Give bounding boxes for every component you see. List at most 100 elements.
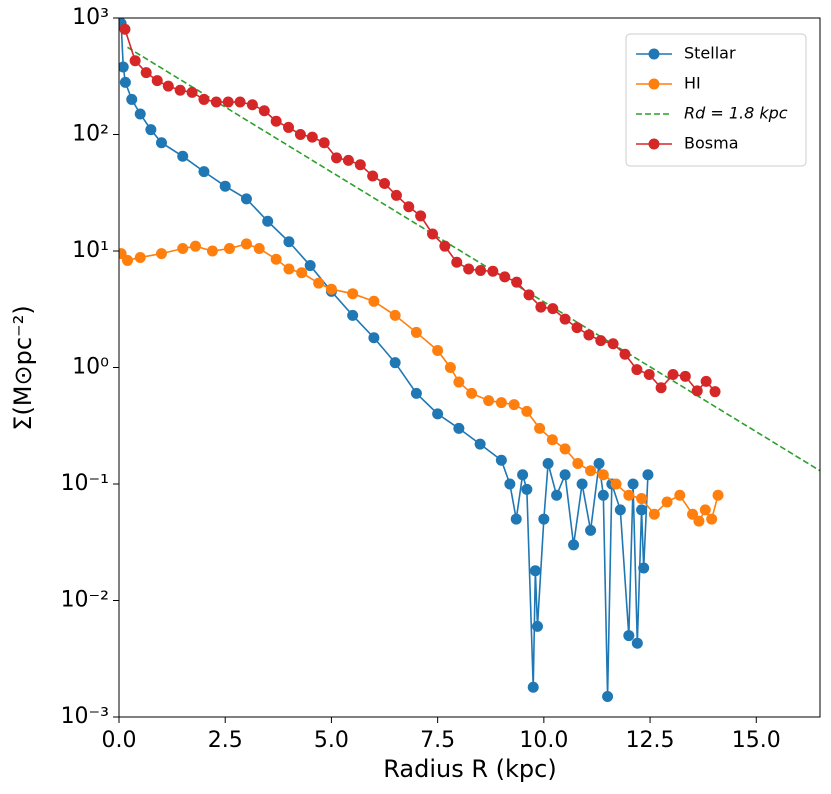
x-tick-label: 0.0 <box>102 728 137 753</box>
data-point <box>529 565 541 577</box>
data-point <box>368 332 380 344</box>
data-point <box>189 240 201 252</box>
data-point <box>508 399 520 411</box>
data-point <box>636 493 648 505</box>
data-point <box>623 630 635 642</box>
data-point <box>667 369 679 381</box>
data-point <box>610 478 622 490</box>
x-tick-label: 10.0 <box>519 728 568 753</box>
plot-frame <box>118 17 821 718</box>
data-point <box>126 93 138 105</box>
data-point <box>636 504 648 516</box>
legend-label: HI <box>684 74 701 93</box>
data-point <box>559 443 571 455</box>
data-point <box>583 329 595 341</box>
data-point <box>499 271 511 283</box>
data-point <box>294 129 306 140</box>
x-axis-label: Radius R (kpc) <box>383 755 556 783</box>
data-point <box>206 245 218 257</box>
data-point <box>627 478 639 490</box>
data-point <box>347 309 359 321</box>
data-point <box>177 150 189 162</box>
data-point <box>410 387 422 399</box>
data-point <box>691 385 703 397</box>
x-tick-label: 15.0 <box>732 728 781 753</box>
data-point <box>119 61 129 73</box>
data-point <box>304 260 316 272</box>
data-point <box>495 397 507 409</box>
data-point <box>521 483 533 495</box>
data-point <box>463 263 475 275</box>
data-point <box>466 387 478 399</box>
data-point <box>246 99 258 111</box>
data-point <box>661 496 673 508</box>
data-point <box>296 267 308 279</box>
data-point <box>538 513 550 525</box>
data-point <box>593 457 605 469</box>
data-point <box>619 348 631 360</box>
data-point <box>517 469 529 481</box>
data-point <box>585 465 597 477</box>
y-tick-label: 10⁰ <box>72 355 109 380</box>
data-point <box>444 362 456 373</box>
data-point <box>240 238 252 250</box>
data-point <box>390 189 402 201</box>
data-point <box>415 210 427 222</box>
data-point <box>186 86 198 98</box>
data-point <box>504 478 516 490</box>
data-point <box>134 251 146 263</box>
y-tick-label: 10³ <box>72 5 109 30</box>
data-point <box>535 301 547 313</box>
data-point <box>674 489 686 501</box>
series-line <box>127 46 820 472</box>
data-point <box>234 96 246 108</box>
data-point <box>223 243 235 255</box>
data-point <box>542 457 554 469</box>
data-point <box>389 357 401 369</box>
data-point <box>253 243 265 255</box>
data-point <box>174 84 186 96</box>
y-tick-label: 10⁻¹ <box>61 471 109 496</box>
data-point <box>325 283 337 295</box>
y-tick-label: 10² <box>72 122 109 147</box>
data-point <box>129 55 141 67</box>
data-point <box>155 137 167 149</box>
data-point <box>270 253 282 265</box>
data-point <box>439 240 451 252</box>
data-point <box>474 438 486 450</box>
data-point <box>270 115 282 127</box>
legend-label: Bosma <box>684 134 739 153</box>
data-point <box>572 457 584 469</box>
data-point <box>638 562 650 574</box>
data-point <box>119 76 131 88</box>
data-point <box>367 170 379 182</box>
data-point <box>559 313 571 325</box>
y-tick-label: 10⁻² <box>61 588 109 613</box>
legend-marker <box>648 48 660 60</box>
series-line <box>120 23 649 697</box>
data-point <box>313 277 325 289</box>
data-point <box>511 276 523 288</box>
data-point <box>643 369 655 381</box>
data-point <box>258 105 270 117</box>
data-point <box>432 408 444 420</box>
data-point <box>162 80 174 92</box>
x-tick-label: 5.0 <box>314 728 349 753</box>
data-point <box>602 690 614 702</box>
data-point <box>706 513 718 525</box>
data-point <box>451 256 463 268</box>
data-point <box>222 96 234 108</box>
data-point <box>623 489 635 501</box>
y-tick-label: 10¹ <box>72 238 109 263</box>
data-point <box>576 478 588 490</box>
data-point <box>403 201 415 213</box>
data-point <box>283 121 295 133</box>
data-point <box>155 248 167 260</box>
y-tick-label: 10⁻³ <box>61 704 109 729</box>
data-point <box>700 375 712 387</box>
data-point <box>198 93 210 105</box>
data-point <box>262 215 274 227</box>
data-point <box>410 326 422 338</box>
data-point <box>219 180 231 192</box>
